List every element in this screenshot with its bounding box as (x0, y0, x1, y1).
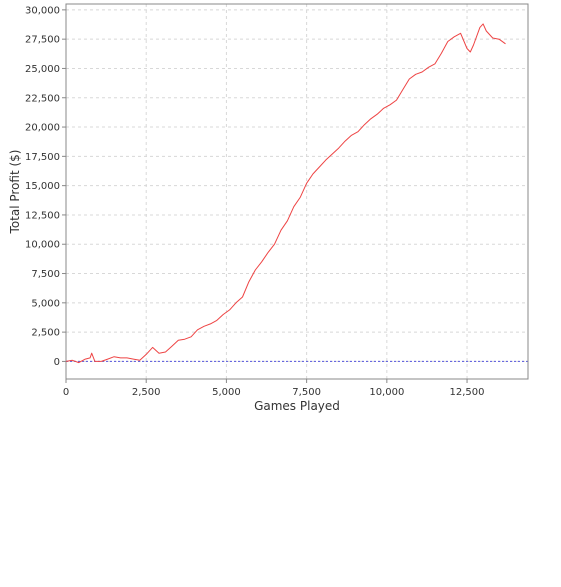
y-tick-label: 10,000 (25, 240, 60, 251)
y-tick-label: 30,000 (25, 5, 60, 16)
x-tick-label: 7,500 (292, 387, 321, 398)
x-tick-label: 10,000 (369, 387, 404, 398)
x-axis-label: Games Played (254, 399, 340, 413)
y-tick-label: 17,500 (25, 152, 60, 163)
y-tick-label: 27,500 (25, 35, 60, 46)
y-axis: 0 2,500 5,000 7,500 10,000 12,500 15,000 17,500… (25, 5, 66, 368)
series-line (65, 23, 506, 364)
y-tick-label: 5,000 (31, 298, 60, 309)
grid-layer (65, 4, 528, 379)
y-tick-label: 2,500 (31, 328, 60, 339)
y-tick-label: 20,000 (25, 123, 60, 134)
y-tick-label: 22,500 (25, 93, 60, 104)
y-tick-label: 25,000 (25, 64, 60, 75)
y-tick-label: 0 (54, 357, 60, 368)
x-tick-label: 0 (63, 387, 69, 398)
x-axis: 0 2,500 5,000 7,500 10,000 12,500 (63, 379, 485, 398)
y-tick-label: 12,500 (25, 210, 60, 221)
x-tick-label: 5,000 (212, 387, 241, 398)
x-tick-label: 12,500 (450, 387, 485, 398)
plot-area (65, 3, 529, 380)
y-tick-label: 15,000 (25, 181, 60, 192)
y-axis-label: Total Profit ($) (8, 150, 22, 235)
y-tick-label: 7,500 (31, 269, 60, 280)
x-tick-label: 2,500 (132, 387, 161, 398)
